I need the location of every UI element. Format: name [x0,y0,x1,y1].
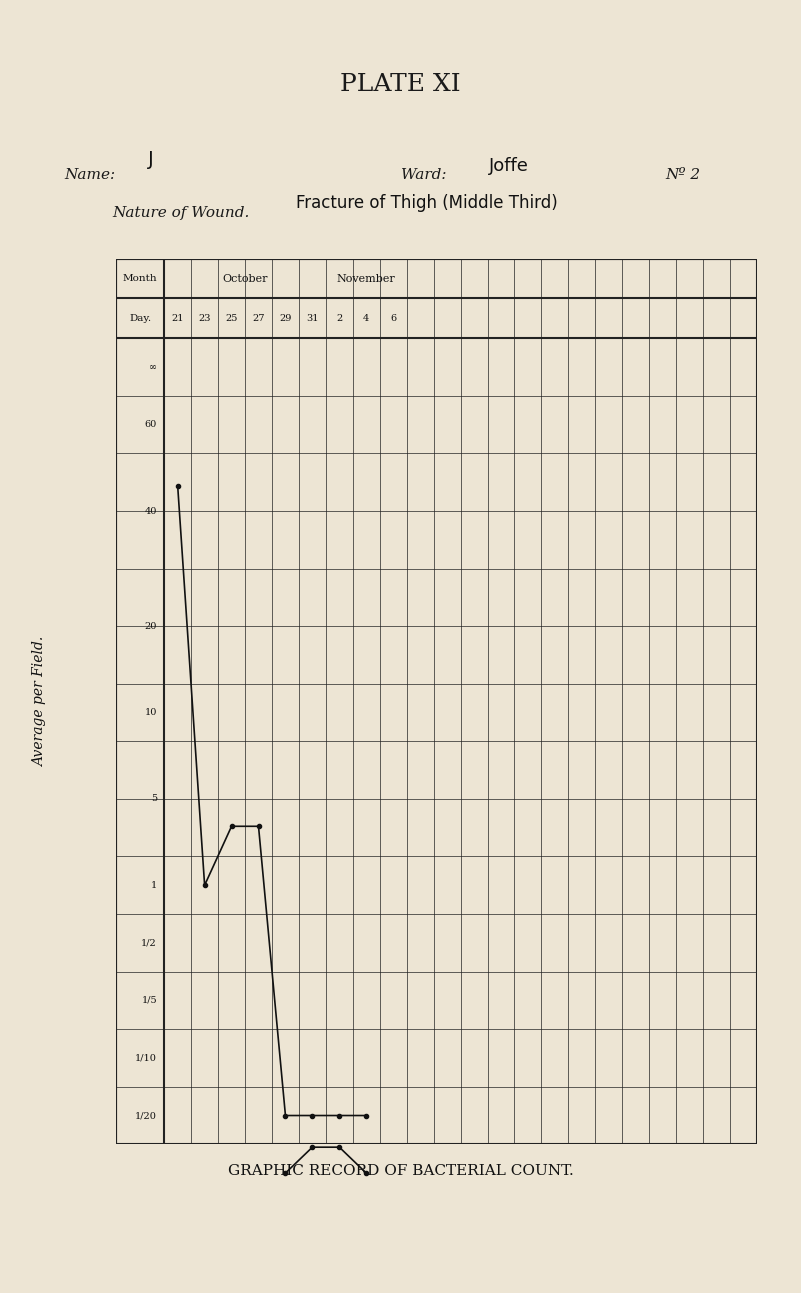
Text: 25: 25 [225,314,238,323]
Text: 1/20: 1/20 [135,1111,157,1120]
Text: October: October [223,274,268,283]
Text: 60: 60 [145,420,157,429]
Text: 27: 27 [252,314,265,323]
Text: 6: 6 [390,314,396,323]
Text: 29: 29 [280,314,292,323]
Text: 5: 5 [151,794,157,803]
Text: 2: 2 [336,314,343,323]
Text: J: J [148,150,154,168]
Text: November: November [337,274,396,283]
Text: 10: 10 [145,709,157,718]
Text: GRAPHIC RECORD OF BACTERIAL COUNT.: GRAPHIC RECORD OF BACTERIAL COUNT. [227,1165,574,1178]
Text: 40: 40 [145,507,157,516]
Text: Month: Month [123,274,158,283]
Text: 31: 31 [306,314,319,323]
Text: Day.: Day. [129,314,151,323]
Text: Nº 2: Nº 2 [665,168,700,181]
Text: 23: 23 [199,314,211,323]
Text: 1: 1 [151,881,157,890]
Text: Ward:: Ward: [400,168,446,181]
Text: Name:: Name: [64,168,115,181]
Text: 1/5: 1/5 [141,996,157,1005]
Text: Average per Field.: Average per Field. [33,636,47,767]
Text: ∞: ∞ [149,362,157,371]
Text: 1/10: 1/10 [135,1054,157,1063]
Text: 20: 20 [145,622,157,631]
Text: 4: 4 [363,314,369,323]
Text: PLATE XI: PLATE XI [340,72,461,96]
Text: 1/2: 1/2 [141,939,157,948]
Text: Joffe: Joffe [489,156,529,175]
Text: Nature of Wound.: Nature of Wound. [112,207,250,220]
Text: Fracture of Thigh (Middle Third): Fracture of Thigh (Middle Third) [296,194,558,212]
Text: 21: 21 [171,314,184,323]
